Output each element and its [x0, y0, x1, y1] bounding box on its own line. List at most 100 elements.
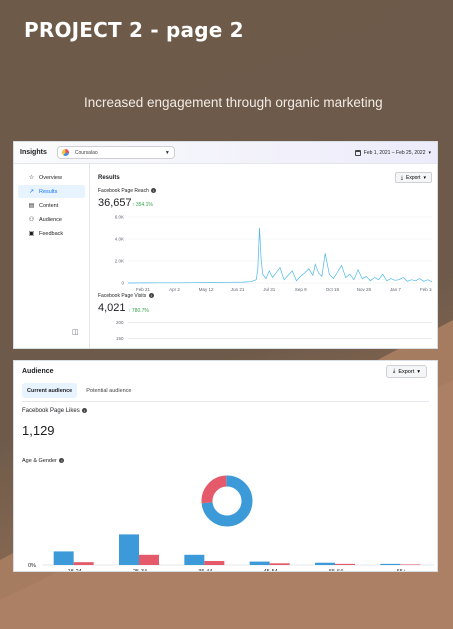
age-gender-bar — [315, 562, 335, 565]
info-icon: i — [151, 188, 157, 194]
insights-app-title: Insights — [20, 149, 47, 156]
visits-y-tick: 200 — [116, 320, 124, 325]
sidebar-item-label: Results — [39, 188, 58, 195]
reach-label: Facebook Page Reach i — [98, 188, 157, 194]
reach-x-tick: Jun 21 — [231, 287, 245, 292]
star-icon: ☆ — [28, 175, 35, 181]
page-likes-label: Facebook Page Likes i — [22, 408, 88, 414]
feedback-icon: ▣ — [28, 231, 35, 237]
age-gender-bar — [204, 561, 225, 565]
download-icon: ⤓ — [392, 368, 396, 374]
visits-gridline — [128, 322, 432, 323]
visits-change: ↑ 780.7% — [128, 308, 149, 314]
page-selector[interactable]: Coursalao ▼ — [56, 146, 175, 159]
sidebar-item-content[interactable]: ▤ Content — [18, 199, 85, 212]
sidebar-item-label: Overview — [39, 174, 62, 181]
chevron-down-icon: ▼ — [164, 149, 170, 156]
chevron-down-icon: ▾ — [428, 149, 431, 156]
sidebar-item-feedback[interactable]: ▣ Feedback — [18, 227, 85, 240]
reach-y-tick: 6.0K — [115, 215, 124, 220]
content-icon: ▤ — [28, 203, 35, 209]
age-gender-bar — [53, 551, 74, 565]
age-gender-bar — [119, 534, 139, 565]
insights-top-bar: Insights Coursalao ▼ Feb 1, 2021 – Feb 2… — [14, 142, 437, 164]
age-gender-bar-chart: 0% 18-24 25-34 35-44 45-54 55-64 65+ — [28, 534, 434, 572]
export-button[interactable]: ⤓ Export ▾ — [394, 172, 432, 183]
page-title: PROJECT 2 - page 2 — [24, 18, 244, 42]
reach-x-tick: Jul 31 — [263, 287, 276, 292]
date-range-picker[interactable]: Feb 1, 2021 – Feb 25, 2022 ▾ — [354, 149, 431, 156]
calendar-icon — [354, 149, 361, 156]
age-gender-bar — [400, 564, 421, 565]
reach-x-tick: Feb 16 — [420, 287, 432, 292]
page-subtitle: Increased engagement through organic mar… — [84, 95, 383, 110]
reach-change: ↑ 354.1% — [132, 202, 153, 208]
age-gender-bar — [335, 563, 355, 565]
people-icon: ⚇ — [28, 217, 35, 223]
reach-x-tick: Apr 2 — [169, 287, 180, 292]
bar-y-tick: 0% — [28, 563, 36, 569]
age-gender-bar — [269, 563, 290, 565]
donut-slice — [201, 475, 253, 527]
reach-y-tick: 0 — [121, 281, 124, 286]
bar-x-tick: 55-64 — [329, 569, 343, 572]
reach-y-tick: 4.0K — [115, 237, 124, 242]
collapse-sidebar-icon[interactable]: ◫ — [72, 329, 79, 336]
sidebar-item-overview[interactable]: ☆ Overview — [18, 171, 85, 184]
visits-value: 4,021 — [98, 302, 126, 314]
info-icon: i — [148, 293, 154, 299]
insights-screenshot: Insights Coursalao ▼ Feb 1, 2021 – Feb 2… — [13, 141, 438, 349]
audience-heading: Audience — [22, 368, 54, 375]
bar-x-tick: 35-44 — [198, 569, 212, 572]
sidebar-item-label: Content — [39, 202, 59, 209]
date-range-value: Feb 1, 2021 – Feb 25, 2022 — [363, 149, 426, 156]
info-icon: i — [82, 408, 88, 413]
reach-value: 36,657 — [98, 197, 132, 209]
reach-x-tick: Sep 9 — [295, 287, 307, 292]
reach-x-tick: May 12 — [199, 287, 214, 292]
bar-x-tick: 18-24 — [68, 569, 82, 572]
age-gender-bar — [184, 554, 205, 565]
reach-y-tick: 2.0K — [115, 259, 124, 264]
audience-screenshot: Audience ⤓ Export ▾ Current audience Pot… — [13, 360, 438, 572]
download-icon: ⤓ — [400, 174, 404, 181]
reach-x-tick: Feb 21 — [136, 287, 151, 292]
visits-label: Facebook Page Visits i — [98, 293, 154, 299]
visits-gridline — [128, 338, 432, 339]
sidebar-item-audience[interactable]: ⚇ Audience — [18, 213, 85, 226]
sidebar-item-label: Feedback — [39, 230, 64, 237]
audience-export-button[interactable]: ⤓ Export ▾ — [385, 365, 427, 378]
reach-x-tick: Oct 19 — [326, 287, 340, 292]
reach-series-line — [127, 227, 432, 284]
insights-sidebar: ☆ Overview ↗ Results ▤ Content ⚇ Audienc… — [14, 164, 90, 348]
tab-potential-audience[interactable]: Potential audience — [86, 387, 132, 394]
age-gender-bar — [380, 563, 401, 565]
reach-x-tick: Jan 7 — [390, 287, 402, 292]
reach-x-tick: Nov 28 — [357, 287, 372, 292]
page-selector-value: Coursalao — [74, 149, 98, 156]
age-gender-bar — [73, 562, 94, 565]
sidebar-item-label: Audience — [39, 216, 62, 223]
info-icon: i — [59, 458, 65, 464]
chevron-down-icon: ▾ — [417, 368, 420, 375]
page-likes-value: 1,129 — [22, 423, 55, 438]
age-gender-bar — [249, 561, 270, 565]
bar-x-tick: 25-34 — [133, 569, 147, 572]
bar-x-tick: 65+ — [397, 569, 406, 572]
age-gender-bar — [139, 554, 159, 565]
gender-donut-chart — [201, 475, 253, 527]
tab-current-audience[interactable]: Current audience — [22, 383, 78, 398]
results-heading: Results — [98, 175, 120, 181]
export-label: Export — [406, 174, 421, 181]
audience-tabs: Current audience Potential audience — [22, 383, 137, 398]
age-gender-label: Age & Gender i — [22, 458, 65, 464]
export-label: Export — [398, 368, 415, 375]
sidebar-item-results[interactable]: ↗ Results — [18, 185, 85, 198]
reach-line-chart: 6.0K 4.0K 2.0K 0 Feb 21 Apr 2 May 12 Jun 21 Jul … — [115, 215, 432, 292]
divider — [22, 401, 429, 402]
trend-icon: ↗ — [28, 189, 35, 195]
page-avatar-icon — [61, 149, 69, 156]
visits-y-tick: 150 — [116, 336, 124, 341]
bar-x-tick: 45-54 — [264, 569, 278, 572]
chevron-down-icon: ▾ — [423, 174, 426, 181]
